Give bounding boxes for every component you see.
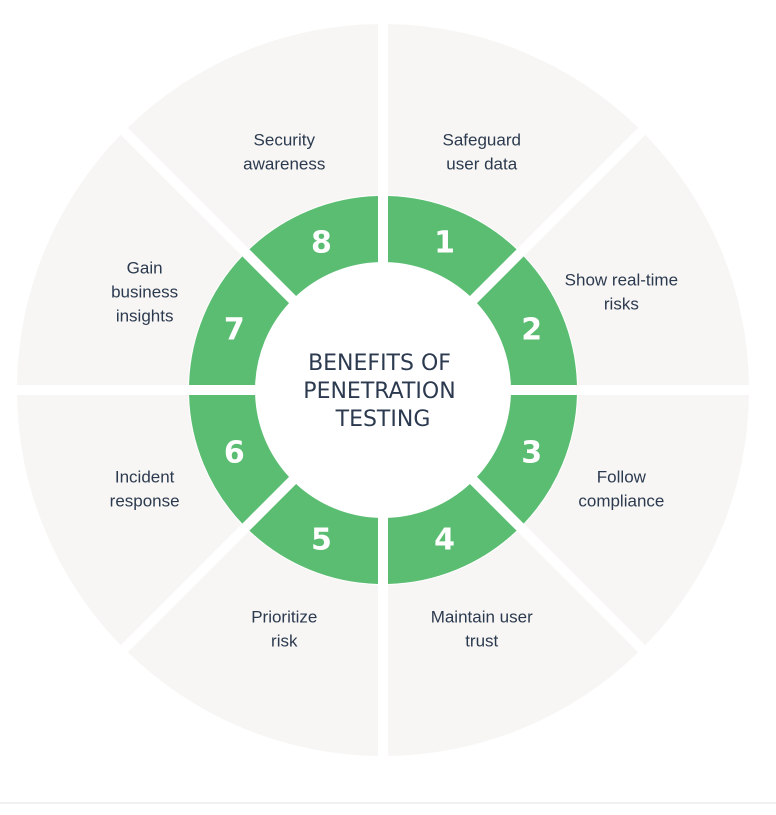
outer-segment-1 <box>388 24 639 249</box>
outer-segment-2 <box>524 134 749 385</box>
footer-divider <box>0 802 776 804</box>
benefit-label-6: Incident response <box>110 468 180 511</box>
benefit-label-4-line-1: Maintain user <box>431 607 533 626</box>
outer-segment-4 <box>388 531 639 756</box>
step-number-6: 6 <box>224 436 245 471</box>
benefit-label-8-line-2: awareness <box>243 155 325 174</box>
step-number-4: 4 <box>434 523 455 558</box>
benefit-label-1: Safeguard user data <box>443 131 521 174</box>
benefit-labels: Safeguard user data Show real-time risks Fol… <box>110 131 678 651</box>
step-number-8: 8 <box>311 225 332 260</box>
inner-segment-2 <box>476 256 577 385</box>
outer-segment-5 <box>127 531 378 756</box>
benefit-label-1-line-2: user data <box>446 155 517 174</box>
center-title-line-3: TESTING <box>335 407 431 432</box>
inner-ring: 1 2 3 4 5 6 7 8 <box>189 196 577 584</box>
step-number-1: 1 <box>434 225 455 260</box>
benefit-label-7-line-2: business <box>111 282 178 301</box>
benefit-label-5: Prioritize risk <box>251 607 317 650</box>
outer-segment-3 <box>524 395 749 646</box>
benefit-label-2-line-2: risks <box>604 294 639 313</box>
benefit-label-8-line-1: Security <box>254 131 316 150</box>
inner-segment-8 <box>249 196 378 297</box>
center-title: BENEFITS OF PENETRATION TESTING <box>303 351 462 432</box>
step-number-2: 2 <box>521 312 542 347</box>
benefit-label-5-line-1: Prioritize <box>251 607 317 626</box>
inner-segment-1 <box>388 196 517 297</box>
benefit-label-4-line-2: trust <box>465 631 498 650</box>
step-number-3: 3 <box>521 436 542 471</box>
benefit-label-7-line-1: Gain <box>127 258 163 277</box>
benefit-label-3-line-2: compliance <box>578 492 664 511</box>
inner-segment-6 <box>189 395 290 524</box>
benefit-label-4: Maintain user trust <box>431 607 533 650</box>
outer-ring <box>17 24 749 756</box>
center-title-line-2: PENETRATION <box>303 379 455 404</box>
inner-segment-3 <box>476 395 577 524</box>
center-title-line-1: BENEFITS OF <box>308 351 451 376</box>
benefit-label-6-line-1: Incident <box>115 468 175 487</box>
benefit-label-3-line-1: Follow <box>597 468 647 487</box>
outer-segment-8 <box>127 24 378 249</box>
benefit-label-2: Show real-time risks <box>565 270 678 313</box>
benefit-label-5-line-2: risk <box>271 631 298 650</box>
benefit-label-7: Gain business insights <box>111 258 178 325</box>
benefit-label-7-line-3: insights <box>116 306 174 325</box>
inner-segment-7 <box>189 256 290 385</box>
inner-segment-5 <box>249 483 378 584</box>
benefit-label-8: Security awareness <box>243 131 325 174</box>
outer-segment-6 <box>17 395 242 646</box>
benefit-label-6-line-2: response <box>110 492 180 511</box>
inner-segment-4 <box>388 483 517 584</box>
benefit-label-2-line-1: Show real-time <box>565 270 678 289</box>
step-number-7: 7 <box>224 312 245 347</box>
benefit-label-3: Follow compliance <box>578 468 664 511</box>
benefit-label-1-line-1: Safeguard <box>443 131 521 150</box>
step-number-5: 5 <box>311 523 332 558</box>
outer-segment-7 <box>17 134 242 385</box>
